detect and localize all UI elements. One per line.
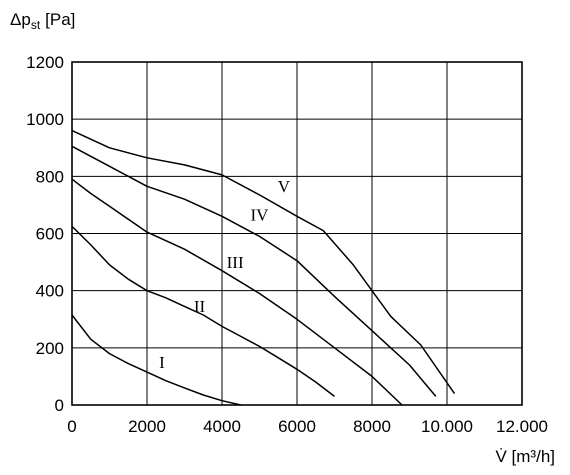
x-tick-label: 6000: [278, 417, 316, 436]
x-tick-label: 2000: [128, 417, 166, 436]
x-tick-label: 10.000: [421, 417, 473, 436]
series-line-ii: [71, 225, 335, 397]
series-label-v: V: [278, 177, 291, 196]
grid-lines: [72, 62, 522, 405]
y-tick-labels: 0 200 400 600 800 1000 1200: [26, 53, 64, 415]
series-line-i: [71, 314, 241, 406]
x-tick-labels: 0 2000 4000 6000 8000 10.000 12.000: [67, 417, 548, 436]
y-axis-subscript: st: [31, 18, 41, 32]
series-line-iii: [71, 178, 403, 406]
y-tick-label: 200: [36, 339, 64, 358]
x-axis-title: V̇ [m³/h]: [495, 447, 555, 466]
x-tick-label: 8000: [353, 417, 391, 436]
series-label-iv: IV: [251, 206, 270, 225]
y-tick-label: 400: [36, 282, 64, 301]
y-tick-label: 0: [55, 396, 64, 415]
y-axis-title: Δpst [Pa]: [10, 10, 75, 32]
y-tick-label: 1200: [26, 53, 64, 72]
series-lines: [71, 129, 456, 406]
x-tick-label: 12.000: [496, 417, 548, 436]
x-tick-label: 0: [67, 417, 76, 436]
series-line-iv: [71, 145, 437, 397]
y-tick-label: 600: [36, 225, 64, 244]
y-tick-label: 800: [36, 167, 64, 186]
x-tick-label: 4000: [203, 417, 241, 436]
y-axis-symbol: Δp: [10, 10, 31, 29]
plot-frame: [71, 61, 523, 406]
series-label-ii: II: [194, 297, 206, 316]
series-line-v: [71, 129, 456, 395]
series-label-iii: III: [227, 253, 244, 272]
y-tick-label: 1000: [26, 110, 64, 129]
series-label-i: I: [159, 353, 165, 372]
y-axis-unit: [Pa]: [45, 10, 75, 29]
